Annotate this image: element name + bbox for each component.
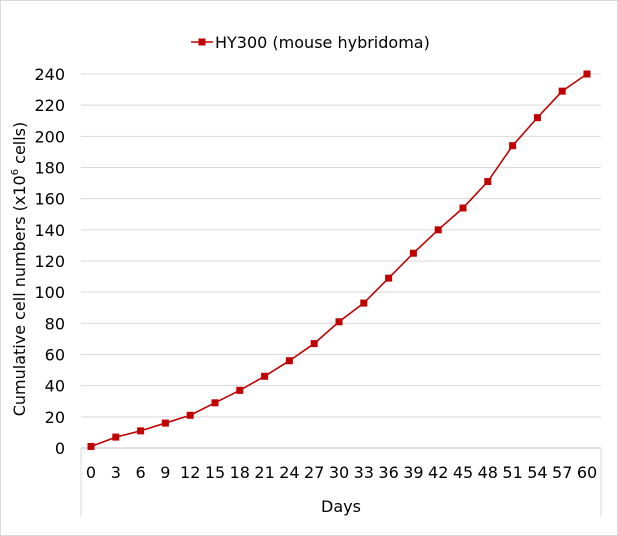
y-axis-title-prefix: Cumulative cell numbers (x10 bbox=[10, 175, 29, 416]
data-point-marker bbox=[434, 226, 442, 234]
data-point-marker bbox=[211, 399, 219, 407]
y-tick-label: 220 bbox=[34, 96, 65, 115]
x-tick-label: 45 bbox=[453, 463, 473, 482]
y-tick-label: 180 bbox=[34, 159, 65, 178]
legend: HY300 (mouse hybridoma) bbox=[191, 33, 430, 52]
y-tick-label: 100 bbox=[34, 283, 65, 302]
data-point-marker bbox=[558, 87, 566, 95]
x-tick-label: 33 bbox=[354, 463, 374, 482]
x-tick-label: 48 bbox=[478, 463, 498, 482]
data-point-marker bbox=[161, 419, 169, 427]
x-tick-label: 3 bbox=[111, 463, 121, 482]
x-tick-label: 9 bbox=[160, 463, 170, 482]
x-tick-label: 24 bbox=[279, 463, 299, 482]
data-point-marker bbox=[310, 340, 318, 348]
x-tick-label: 18 bbox=[230, 463, 250, 482]
data-point-marker bbox=[112, 433, 120, 441]
data-point-marker bbox=[509, 142, 517, 150]
data-point-marker bbox=[186, 411, 194, 419]
data-point-marker bbox=[409, 249, 417, 257]
x-tick-label: 36 bbox=[378, 463, 398, 482]
y-tick-label: 240 bbox=[34, 65, 65, 84]
y-axis-title-superscript: 6 bbox=[10, 169, 21, 175]
data-point-marker bbox=[484, 178, 492, 186]
x-tick-label: 6 bbox=[136, 463, 146, 482]
series-layer bbox=[87, 70, 591, 450]
data-point-marker bbox=[583, 70, 591, 78]
x-tick-label: 39 bbox=[403, 463, 423, 482]
x-tick-label: 0 bbox=[86, 463, 96, 482]
legend-label: HY300 (mouse hybridoma) bbox=[215, 33, 430, 52]
x-tick-label: 60 bbox=[577, 463, 597, 482]
x-tick-label: 12 bbox=[180, 463, 200, 482]
x-tick-label: 54 bbox=[527, 463, 547, 482]
x-tick-label: 30 bbox=[329, 463, 349, 482]
gridlines bbox=[81, 73, 601, 418]
x-axis-title: Days bbox=[321, 497, 361, 516]
data-point-marker bbox=[87, 442, 95, 450]
data-point-marker bbox=[335, 318, 343, 326]
y-tick-label: 140 bbox=[34, 221, 65, 240]
y-tick-label: 40 bbox=[45, 377, 65, 396]
y-tick-label: 200 bbox=[34, 127, 65, 146]
data-point-marker bbox=[459, 204, 467, 212]
x-tick-label: 42 bbox=[428, 463, 448, 482]
y-axis-title-suffix: cells) bbox=[10, 122, 29, 169]
data-point-marker bbox=[360, 299, 368, 307]
y-tick-label: 60 bbox=[45, 346, 65, 365]
y-tick-label: 20 bbox=[45, 408, 65, 427]
data-point-marker bbox=[385, 274, 393, 282]
y-tick-label: 120 bbox=[34, 252, 65, 271]
x-tick-label: 27 bbox=[304, 463, 324, 482]
y-tick-label: 0 bbox=[55, 439, 65, 458]
data-point-marker bbox=[236, 386, 244, 394]
x-tick-label: 15 bbox=[205, 463, 225, 482]
data-point-marker bbox=[137, 427, 145, 435]
x-tick-label: 51 bbox=[502, 463, 522, 482]
y-tick-label: 160 bbox=[34, 190, 65, 209]
x-tick-label: 21 bbox=[254, 463, 274, 482]
x-tick-label: 57 bbox=[552, 463, 572, 482]
data-point-marker bbox=[533, 114, 541, 122]
data-point-marker bbox=[261, 372, 269, 380]
y-tick-label: 80 bbox=[45, 314, 65, 333]
y-axis-title: Cumulative cell numbers (x106 cells) bbox=[10, 122, 29, 417]
legend-marker-swatch bbox=[198, 38, 206, 46]
series-line bbox=[90, 73, 588, 448]
data-point-marker bbox=[285, 357, 293, 365]
